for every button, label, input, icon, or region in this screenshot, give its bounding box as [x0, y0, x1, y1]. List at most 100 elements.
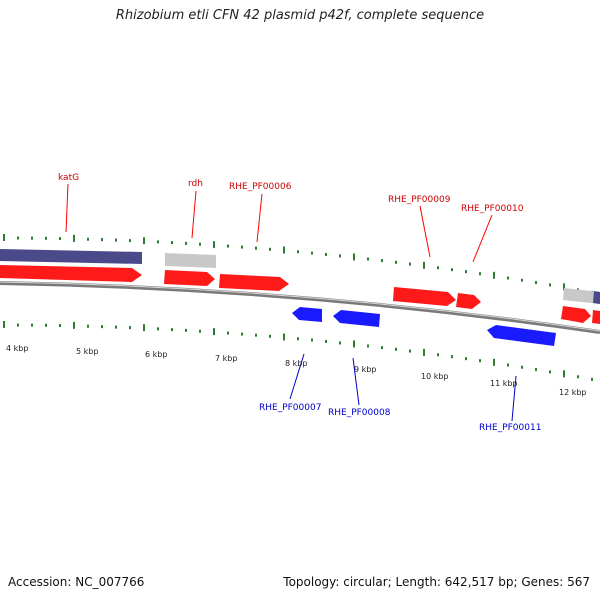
minor-tick	[157, 327, 159, 330]
minor-tick	[157, 240, 159, 243]
minor-tick	[437, 353, 439, 356]
minor-tick	[185, 329, 187, 332]
major-tick	[213, 241, 215, 248]
leader-RHE_PF00009	[420, 206, 430, 257]
minor-tick	[17, 237, 19, 240]
minor-tick	[171, 328, 173, 331]
minor-tick	[367, 344, 369, 347]
genome-map: katG rdh RHE_PF00006 RHE_PF00009 RHE_PF0…	[0, 0, 600, 600]
minor-tick	[199, 330, 201, 333]
minor-tick	[297, 337, 299, 340]
kbp-label: 6 kbp	[145, 350, 167, 359]
major-tick	[353, 253, 355, 260]
minor-tick	[325, 253, 327, 256]
kbp-label: 12 kbp	[559, 388, 587, 397]
minor-tick	[521, 366, 523, 369]
major-tick	[3, 234, 5, 241]
kbp-label: 8 kbp	[285, 359, 307, 368]
minor-tick	[87, 238, 89, 241]
major-tick	[3, 321, 5, 328]
grey-feature	[165, 253, 216, 268]
minor-tick	[171, 241, 173, 244]
major-tick	[423, 349, 425, 356]
minor-tick	[45, 324, 47, 327]
major-tick	[73, 322, 75, 329]
minor-tick	[297, 250, 299, 253]
minor-tick	[311, 339, 313, 342]
kbp-label: 10 kbp	[421, 372, 449, 381]
minor-tick	[129, 326, 131, 329]
major-tick	[493, 272, 495, 279]
major-tick	[283, 247, 285, 254]
forward-gene-katG	[0, 265, 142, 282]
minor-tick	[101, 325, 103, 328]
forward-gene-RHE_PF00009	[393, 287, 456, 306]
gene-label-RHE_PF00009: RHE_PF00009	[388, 195, 451, 205]
minor-tick	[591, 378, 593, 381]
minor-tick	[451, 268, 453, 271]
minor-tick	[17, 324, 19, 327]
minor-tick	[409, 350, 411, 353]
leader-katG	[66, 184, 68, 232]
forward-gene-RHE_PF00010	[456, 293, 481, 309]
forward-gene	[592, 310, 600, 324]
major-tick	[353, 340, 355, 347]
purple-feature	[593, 291, 600, 304]
minor-tick	[199, 243, 201, 246]
gene-label-RHE_PF00011: RHE_PF00011	[479, 423, 541, 433]
minor-tick	[311, 252, 313, 255]
minor-tick	[535, 368, 537, 371]
backbone-highlight	[0, 282, 600, 331]
minor-tick	[241, 333, 243, 336]
minor-tick	[325, 340, 327, 343]
major-tick	[143, 237, 145, 244]
minor-tick	[59, 237, 61, 240]
minor-tick	[381, 259, 383, 262]
minor-tick	[451, 355, 453, 358]
minor-tick	[129, 239, 131, 242]
minor-tick	[367, 257, 369, 260]
minor-tick	[465, 357, 467, 360]
major-tick	[423, 262, 425, 269]
kbp-label: 9 kbp	[354, 365, 376, 374]
minor-tick	[115, 326, 117, 329]
gene-label-RHE_PF00007: RHE_PF00007	[259, 403, 321, 413]
minor-tick	[101, 238, 103, 241]
topology-summary: Topology: circular; Length: 642,517 bp; …	[283, 575, 590, 589]
minor-tick	[31, 324, 33, 327]
gene-label-katG: katG	[58, 173, 79, 183]
major-tick	[213, 328, 215, 335]
minor-tick	[255, 334, 257, 337]
minor-tick	[437, 266, 439, 269]
minor-tick	[521, 279, 523, 282]
minor-tick	[339, 341, 341, 344]
minor-tick	[381, 346, 383, 349]
minor-tick	[479, 272, 481, 275]
minor-tick	[479, 359, 481, 362]
minor-tick	[395, 348, 397, 351]
accession-text: Accession: NC_007766	[8, 575, 144, 589]
kbp-label: 11 kbp	[490, 379, 518, 388]
minor-tick	[339, 254, 341, 257]
minor-tick	[269, 248, 271, 251]
minor-tick	[269, 335, 271, 338]
leader-RHE_PF00006	[257, 194, 262, 242]
minor-tick	[549, 283, 551, 286]
minor-tick	[59, 324, 61, 327]
minor-tick	[409, 263, 411, 266]
minor-tick	[185, 242, 187, 245]
kbp-label: 4 kbp	[6, 344, 28, 353]
minor-tick	[241, 246, 243, 249]
major-tick	[73, 235, 75, 242]
minor-tick	[577, 375, 579, 378]
minor-tick	[45, 237, 47, 240]
forward-gene-rdh	[164, 270, 215, 286]
minor-tick	[115, 239, 117, 242]
purple-feature	[0, 249, 142, 264]
minor-tick	[507, 363, 509, 366]
gene-label-rdh: rdh	[188, 179, 203, 189]
major-tick	[493, 359, 495, 366]
gene-label-RHE_PF00006: RHE_PF00006	[229, 182, 292, 192]
minor-tick	[465, 270, 467, 273]
minor-tick	[549, 370, 551, 373]
